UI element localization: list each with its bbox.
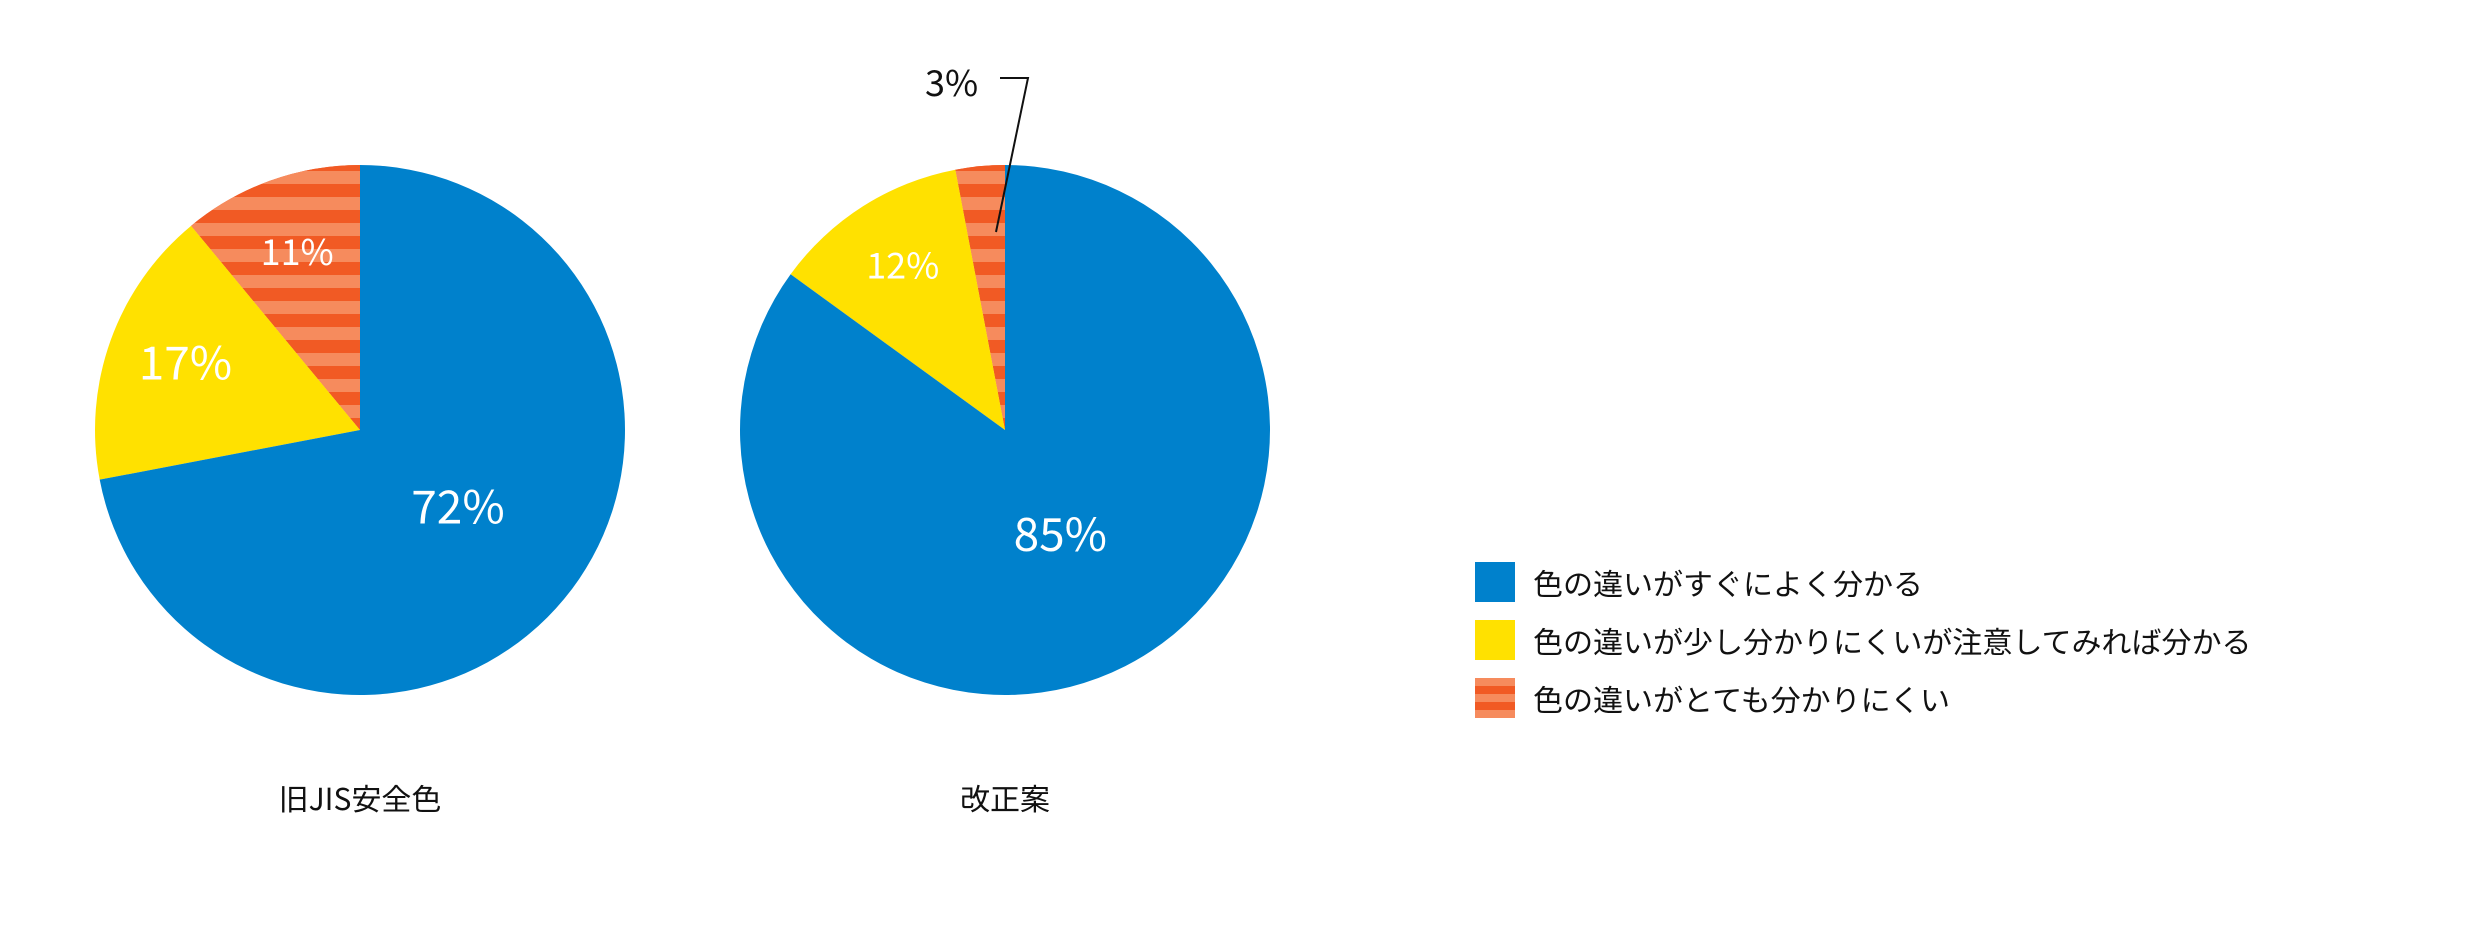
svg-text:85%: 85% — [1014, 499, 1107, 565]
svg-text:11%: 11% — [261, 224, 334, 276]
pie-old-jis-caption: 旧JIS安全色 — [160, 775, 560, 819]
svg-text:12%: 12% — [866, 238, 939, 290]
svg-text:17%: 17% — [139, 328, 232, 394]
legend-row: 色の違いが少し分かりにくいが注意してみれば分かる — [1475, 618, 2252, 662]
legend-swatch — [1475, 678, 1515, 718]
pie-svg: 12% 85% — [720, 145, 1290, 715]
legend: 色の違いがすぐによく分かる色の違いが少し分かりにくいが注意してみれば分かる 色の… — [1475, 560, 2252, 734]
pie-revised: 12% 85% — [720, 145, 1290, 715]
legend-row: 色の違いがとても分かりにくい — [1475, 676, 2252, 720]
pie-revised-callout-label: 3% — [925, 55, 978, 107]
pie-old-jis: 11% 17% 72% — [75, 145, 645, 715]
legend-row: 色の違いがすぐによく分かる — [1475, 560, 2252, 604]
pie-svg: 11% 17% 72% — [75, 145, 645, 715]
legend-swatch — [1475, 620, 1515, 660]
legend-label: 色の違いがとても分かりにくい — [1533, 676, 1950, 720]
chart-stage: 11% 17% 72% 旧JIS安全色 12% 85% 改正案 3% 色の違いがすぐに… — [0, 0, 2480, 945]
legend-label: 色の違いがすぐによく分かる — [1533, 560, 1923, 604]
legend-swatch — [1475, 562, 1515, 602]
svg-text:72%: 72% — [411, 472, 504, 538]
pie-revised-caption: 改正案 — [805, 775, 1205, 819]
legend-label: 色の違いが少し分かりにくいが注意してみれば分かる — [1533, 618, 2252, 662]
